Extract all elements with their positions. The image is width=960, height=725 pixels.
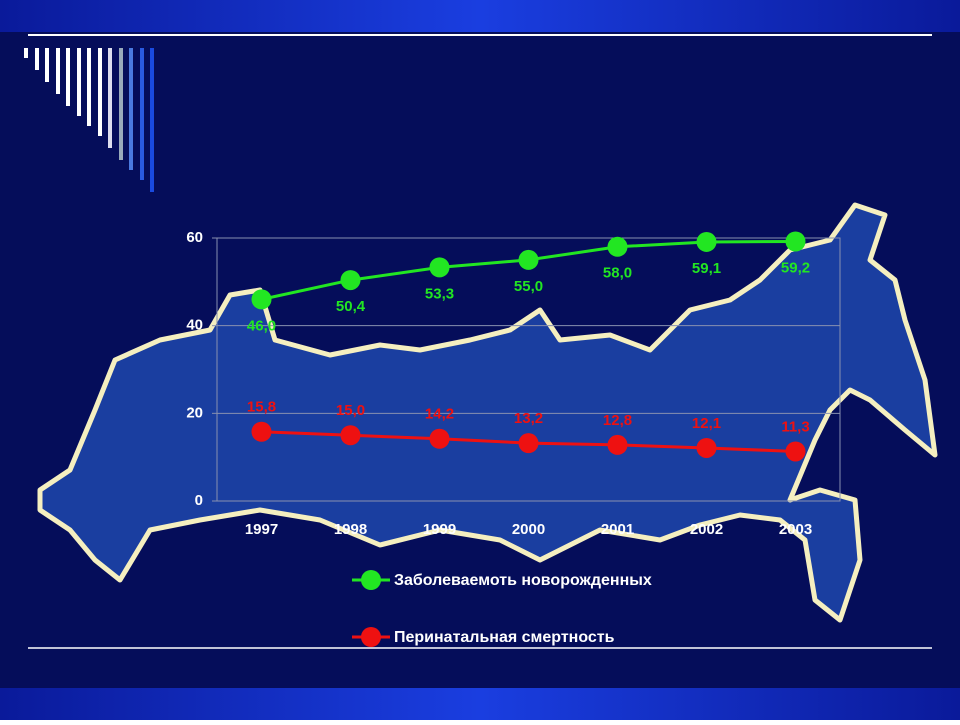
series-marker <box>251 289 272 310</box>
series-marker <box>340 425 361 446</box>
x-tick-label: 1998 <box>334 521 367 538</box>
top-bar <box>0 0 960 32</box>
legend-marker <box>361 570 381 590</box>
x-tick-label: 1999 <box>423 521 456 538</box>
series-marker <box>518 433 539 454</box>
series-marker <box>340 270 361 291</box>
value-label: 12,8 <box>603 412 632 429</box>
y-tick-label: 20 <box>186 404 203 421</box>
series-marker <box>785 441 806 462</box>
value-label: 58,0 <box>603 265 632 282</box>
value-label: 50,4 <box>336 298 366 315</box>
bottom-bar <box>0 688 960 720</box>
series-marker <box>251 421 272 442</box>
value-label: 13,2 <box>514 410 543 427</box>
legend-label: Перинатальная смертность <box>394 629 615 646</box>
value-label: 59,2 <box>781 259 810 276</box>
x-tick-label: 2002 <box>690 521 723 538</box>
y-tick-label: 60 <box>186 229 203 246</box>
x-tick-label: 2000 <box>512 521 545 538</box>
value-label: 46,0 <box>247 317 276 334</box>
legend-label: Заболеваемоть новорожденных <box>394 572 652 589</box>
x-tick-label: 2003 <box>779 521 812 538</box>
value-label: 55,0 <box>514 278 543 295</box>
series-marker <box>696 231 717 252</box>
series-marker <box>607 434 628 455</box>
x-tick-label: 2001 <box>601 521 634 538</box>
series-marker <box>429 257 450 278</box>
value-label: 14,2 <box>425 406 454 423</box>
decor-stripes <box>24 48 154 192</box>
value-label: 15,0 <box>336 402 365 419</box>
series-marker <box>429 428 450 449</box>
y-tick-label: 40 <box>186 317 203 334</box>
value-label: 12,1 <box>692 415 721 432</box>
value-label: 11,3 <box>781 418 809 435</box>
series-marker <box>607 236 628 257</box>
value-label: 59,1 <box>692 260 721 277</box>
legend-marker <box>361 627 381 647</box>
series-marker <box>696 437 717 458</box>
y-tick-label: 0 <box>195 492 203 509</box>
x-tick-label: 1997 <box>245 521 278 538</box>
series-marker <box>785 231 806 252</box>
value-label: 53,3 <box>425 285 454 302</box>
value-label: 15,8 <box>247 399 276 416</box>
series-marker <box>518 249 539 270</box>
